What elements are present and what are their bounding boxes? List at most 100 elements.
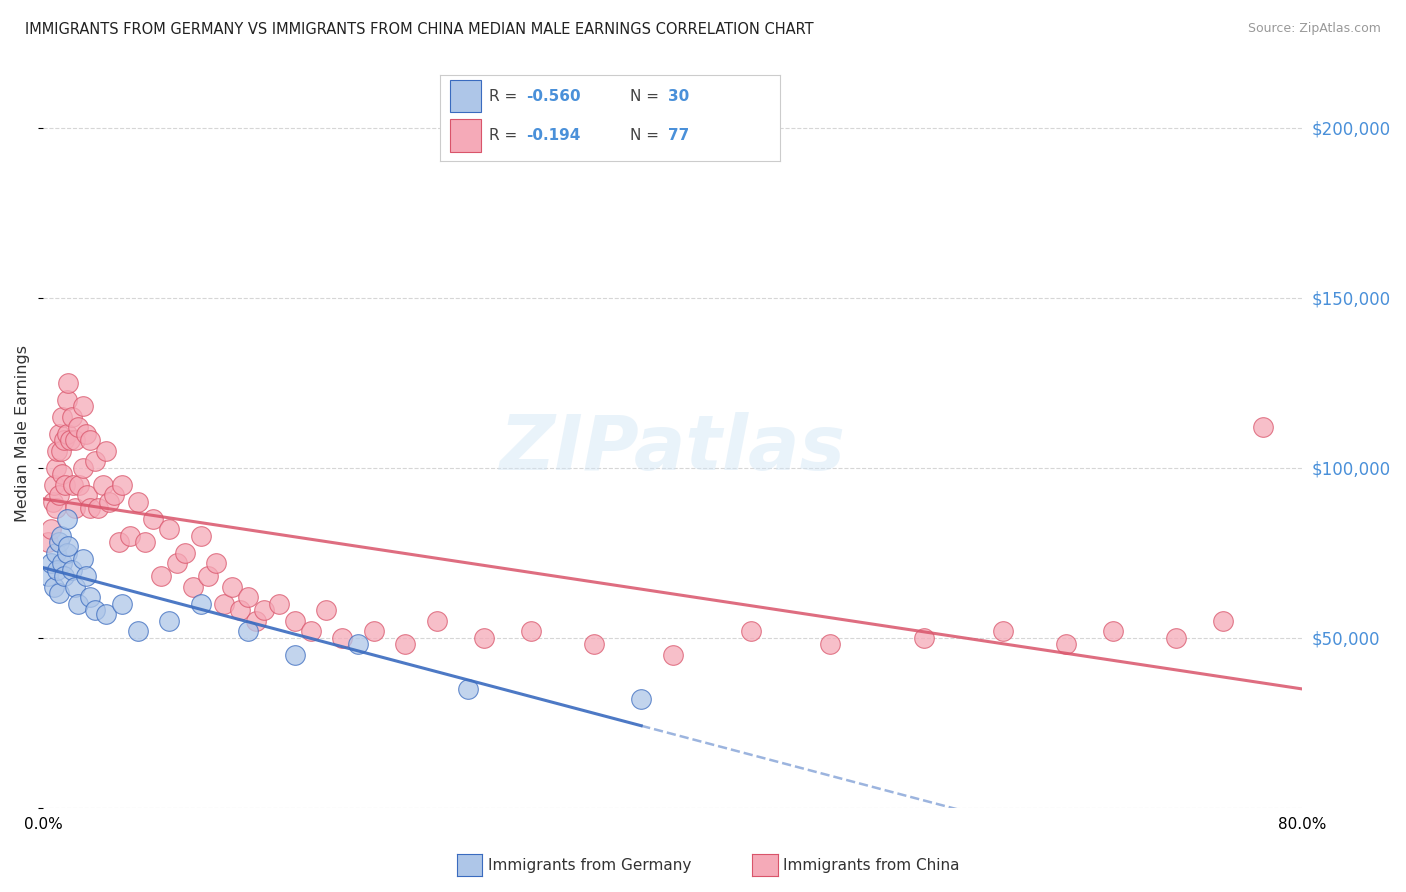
Point xyxy=(56,392,79,407)
Point xyxy=(157,522,180,536)
Point xyxy=(56,546,79,560)
Text: IMMIGRANTS FROM GERMANY VS IMMIGRANTS FROM CHINA MEDIAN MALE EARNINGS CORRELATIO: IMMIGRANTS FROM GERMANY VS IMMIGRANTS FR… xyxy=(25,22,814,37)
Point xyxy=(236,624,259,638)
Point xyxy=(63,434,86,448)
Point xyxy=(48,586,70,600)
Point xyxy=(39,522,62,536)
Point xyxy=(44,580,66,594)
Point xyxy=(79,434,101,448)
Point xyxy=(53,477,76,491)
Point xyxy=(76,488,98,502)
Y-axis label: Median Male Earnings: Median Male Earnings xyxy=(15,345,30,522)
Point xyxy=(37,569,59,583)
Point xyxy=(166,556,188,570)
Point xyxy=(284,614,307,628)
Text: Immigrants from Germany: Immigrants from Germany xyxy=(488,858,692,872)
Point xyxy=(221,580,243,594)
Point xyxy=(67,477,90,491)
Point xyxy=(142,511,165,525)
Point xyxy=(66,597,89,611)
Point xyxy=(1102,624,1125,638)
Point xyxy=(127,624,149,638)
Point xyxy=(48,488,70,502)
Point xyxy=(87,501,110,516)
Point xyxy=(84,603,107,617)
Point xyxy=(79,590,101,604)
Point xyxy=(72,460,94,475)
Point xyxy=(46,443,69,458)
Point xyxy=(72,400,94,414)
Point xyxy=(37,535,59,549)
Point xyxy=(94,607,117,621)
Point xyxy=(190,529,212,543)
Point xyxy=(173,546,195,560)
Point xyxy=(63,580,86,594)
Point xyxy=(330,631,353,645)
Point xyxy=(190,597,212,611)
Point xyxy=(740,624,762,638)
Point xyxy=(457,681,479,696)
Point xyxy=(60,563,83,577)
Point xyxy=(91,477,114,491)
Point xyxy=(84,454,107,468)
Point xyxy=(157,614,180,628)
Point xyxy=(49,529,72,543)
Point xyxy=(48,426,70,441)
Point xyxy=(45,460,67,475)
Point xyxy=(41,494,63,508)
Point xyxy=(94,443,117,458)
Point xyxy=(52,569,75,583)
Point xyxy=(51,409,73,424)
Point xyxy=(299,624,322,638)
Point xyxy=(46,563,69,577)
Point xyxy=(1054,637,1077,651)
Point xyxy=(58,539,80,553)
Point xyxy=(103,488,125,502)
Point xyxy=(1212,614,1234,628)
Point xyxy=(520,624,543,638)
Point xyxy=(284,648,307,662)
Point xyxy=(630,691,652,706)
Point xyxy=(111,477,134,491)
Point xyxy=(991,624,1014,638)
Point xyxy=(111,597,134,611)
Point xyxy=(79,501,101,516)
Point xyxy=(212,597,235,611)
Point xyxy=(39,556,62,570)
Point xyxy=(818,637,841,651)
Text: ZIPatlas: ZIPatlas xyxy=(499,411,845,485)
Point xyxy=(127,494,149,508)
Point xyxy=(107,535,129,549)
Point xyxy=(56,511,79,525)
Point xyxy=(363,624,385,638)
Text: Immigrants from China: Immigrants from China xyxy=(783,858,960,872)
Point xyxy=(347,637,370,651)
Point xyxy=(1166,631,1188,645)
Point xyxy=(62,477,84,491)
Point xyxy=(1251,420,1274,434)
Point xyxy=(197,569,219,583)
Point xyxy=(51,556,73,570)
Point xyxy=(236,590,259,604)
Point xyxy=(181,580,204,594)
Point xyxy=(134,535,156,549)
Point xyxy=(72,552,94,566)
Text: Source: ZipAtlas.com: Source: ZipAtlas.com xyxy=(1247,22,1381,36)
Point xyxy=(252,603,274,617)
Point xyxy=(582,637,605,651)
Point xyxy=(60,409,83,424)
Point xyxy=(75,426,97,441)
Point xyxy=(472,631,495,645)
Point xyxy=(44,477,66,491)
Point xyxy=(63,501,86,516)
Point xyxy=(150,569,173,583)
Point xyxy=(51,467,73,482)
Point xyxy=(56,426,79,441)
Point xyxy=(394,637,416,651)
Point xyxy=(58,376,80,390)
Point xyxy=(426,614,449,628)
Point xyxy=(914,631,936,645)
Point xyxy=(45,546,67,560)
Point xyxy=(315,603,337,617)
Point xyxy=(118,529,141,543)
